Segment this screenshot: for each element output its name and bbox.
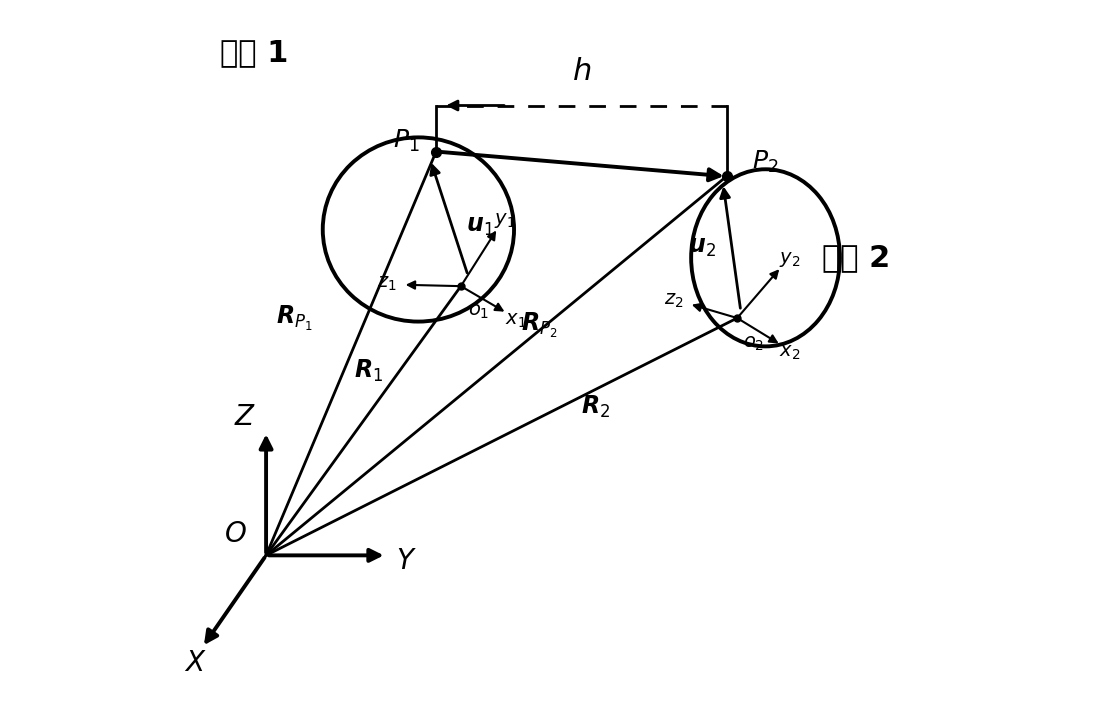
Text: $Z$: $Z$ [233, 403, 255, 431]
Text: $z_1$: $z_1$ [377, 274, 397, 293]
Text: $x_1$: $x_1$ [504, 311, 526, 330]
Text: 刚体 1: 刚体 1 [220, 38, 289, 67]
Text: $P_1$: $P_1$ [393, 128, 419, 154]
Text: $O$: $O$ [223, 521, 247, 548]
Text: 刚体 2: 刚体 2 [822, 243, 890, 272]
Text: $X$: $X$ [184, 649, 207, 677]
Text: $\boldsymbol{R}_1$: $\boldsymbol{R}_1$ [354, 358, 384, 384]
Text: $\boldsymbol{R}_{P_2}$: $\boldsymbol{R}_{P_2}$ [521, 311, 557, 340]
Text: $z_2$: $z_2$ [664, 291, 684, 310]
Text: $P_2$: $P_2$ [752, 149, 779, 175]
Text: $\boldsymbol{u}_1$: $\boldsymbol{u}_1$ [467, 214, 494, 238]
Text: $o_2$: $o_2$ [743, 333, 764, 353]
Text: $Y$: $Y$ [396, 547, 417, 575]
Text: $y_2$: $y_2$ [779, 251, 801, 269]
Text: $o_1$: $o_1$ [468, 302, 489, 321]
Text: $h$: $h$ [572, 59, 591, 86]
Text: $x_2$: $x_2$ [779, 343, 801, 361]
Text: $\boldsymbol{u}_2$: $\boldsymbol{u}_2$ [688, 235, 716, 259]
Text: $\boldsymbol{R}_2$: $\boldsymbol{R}_2$ [581, 393, 611, 420]
Text: $y_1$: $y_1$ [494, 211, 515, 231]
Text: $\boldsymbol{R}_{P_1}$: $\boldsymbol{R}_{P_1}$ [276, 303, 313, 333]
